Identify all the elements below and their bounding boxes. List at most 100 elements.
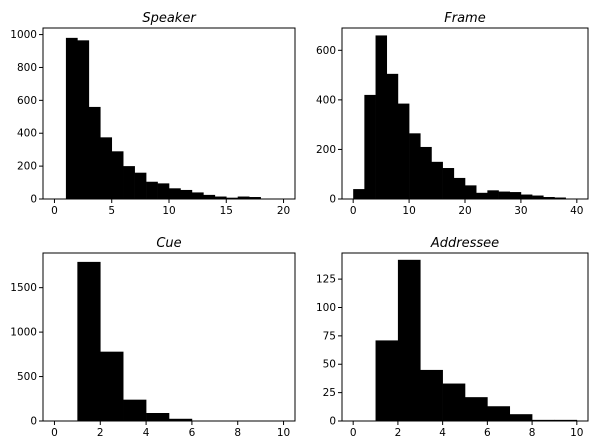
panel-title: Frame	[444, 11, 485, 26]
y-tick-label: 50	[323, 359, 336, 371]
y-tick-label: 600	[316, 45, 336, 57]
x-tick-label: 8	[529, 427, 536, 439]
y-tick-label: 0	[329, 194, 336, 206]
y-tick-label: 400	[17, 128, 37, 140]
x-tick-label: 4	[143, 427, 150, 439]
histogram-bar	[476, 193, 487, 199]
bars-group	[353, 35, 566, 199]
bars-group	[66, 38, 272, 199]
histogram-bar	[387, 74, 398, 199]
histogram-bar	[521, 195, 532, 199]
y-tick-label: 200	[17, 161, 37, 173]
y-tick-label: 1000	[10, 327, 37, 339]
bars-group	[77, 262, 238, 421]
x-tick-label: 10	[570, 427, 583, 439]
panel-title: Speaker	[142, 11, 197, 26]
histogram-bar	[123, 166, 135, 199]
panel-frame: Frame 0 10 20 30 40 0 200 400 600	[316, 11, 588, 217]
histogram-bar	[169, 188, 181, 199]
histogram-bar	[409, 133, 420, 199]
bars-group	[376, 260, 578, 421]
histogram-bar	[443, 168, 454, 199]
x-tick-label: 6	[484, 427, 491, 439]
histogram-bar	[431, 162, 442, 199]
y-tick-label: 800	[17, 62, 37, 74]
x-axis: 0 5 10 15 20	[51, 199, 290, 217]
histogram-bar	[454, 178, 465, 199]
x-tick-label: 6	[189, 427, 196, 439]
histogram-bar	[77, 40, 89, 199]
histogram-bar	[376, 340, 399, 421]
y-tick-label: 1000	[10, 29, 37, 41]
y-tick-label: 200	[316, 144, 336, 156]
y-tick-label: 600	[17, 95, 37, 107]
x-tick-label: 5	[108, 205, 115, 217]
histogram-bar	[77, 262, 100, 421]
y-axis: 0 500 1000 1500	[10, 282, 43, 427]
y-tick-label: 0	[329, 416, 336, 428]
histogram-bar	[487, 190, 498, 199]
histogram-bar	[364, 95, 375, 199]
x-tick-label: 4	[439, 427, 446, 439]
x-tick-label: 30	[514, 205, 527, 217]
histogram-bar	[100, 352, 123, 421]
x-axis: 0 10 20 30 40	[350, 199, 584, 217]
histogram-bar	[499, 192, 510, 199]
histogram-bar	[66, 38, 78, 199]
histogram-bar	[465, 185, 476, 199]
panel-title: Addressee	[430, 236, 499, 251]
y-tick-label: 75	[323, 330, 336, 342]
histogram-bar	[353, 189, 364, 199]
histogram-bar	[510, 414, 533, 421]
histogram-bar	[100, 137, 112, 199]
y-tick-label: 1500	[10, 282, 37, 294]
y-tick-label: 0	[30, 194, 37, 206]
histogram-bar	[158, 183, 170, 199]
y-axis: 0 25 50 75 100 125	[316, 274, 342, 428]
histogram-bar	[487, 406, 510, 421]
y-tick-label: 125	[316, 274, 336, 286]
histogram-bar	[146, 413, 169, 421]
histogram-bar	[376, 35, 387, 199]
x-tick-label: 0	[51, 205, 58, 217]
x-axis: 0 2 4 6 8 10	[350, 421, 584, 439]
x-tick-label: 20	[277, 205, 290, 217]
histogram-bar	[398, 260, 421, 421]
panel-addressee: Addressee 0 2 4 6 8 10 0 25 50 75 100 125	[316, 236, 588, 439]
x-tick-label: 8	[234, 427, 241, 439]
histogram-bar	[443, 384, 466, 421]
y-tick-label: 25	[323, 387, 336, 399]
x-tick-label: 15	[220, 205, 233, 217]
panel-title: Cue	[156, 236, 181, 251]
histogram-bar	[203, 195, 215, 199]
histogram-bar	[123, 400, 146, 421]
x-tick-label: 0	[350, 205, 357, 217]
x-axis: 0 2 4 6 8 10	[51, 421, 290, 439]
x-tick-label: 0	[51, 427, 58, 439]
x-tick-label: 10	[162, 205, 175, 217]
x-tick-label: 40	[570, 205, 583, 217]
y-tick-label: 0	[30, 416, 37, 428]
histogram-bar	[112, 151, 124, 199]
histogram-bar	[192, 192, 204, 199]
x-tick-label: 2	[395, 427, 402, 439]
y-tick-label: 100	[316, 302, 336, 314]
histogram-bar	[465, 397, 488, 421]
y-axis: 0 200 400 600 800 1000	[10, 29, 43, 205]
histogram-bar	[135, 173, 147, 199]
panel-cue: Cue 0 2 4 6 8 10 0 500 1000 1500	[10, 236, 295, 439]
histogram-bar	[180, 190, 192, 199]
histogram-bar	[146, 182, 158, 199]
panel-speaker: Speaker 0 5 10 15 20 0 200 400 600 800 1000	[10, 11, 295, 217]
y-axis: 0 200 400 600	[316, 45, 342, 206]
x-tick-label: 0	[350, 427, 357, 439]
histogram-bar	[420, 147, 431, 199]
x-tick-label: 10	[277, 427, 290, 439]
histogram-bar	[420, 370, 443, 421]
x-tick-label: 20	[458, 205, 471, 217]
histogram-bar	[532, 196, 543, 199]
histogram-bar	[398, 104, 409, 199]
x-tick-label: 10	[402, 205, 415, 217]
x-tick-label: 2	[97, 427, 104, 439]
